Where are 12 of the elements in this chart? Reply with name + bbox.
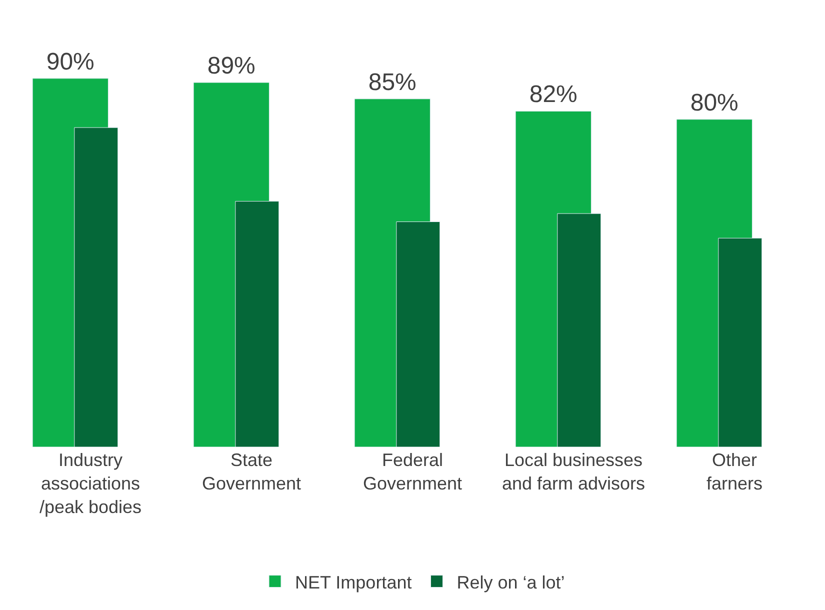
data-label: 85% [368, 68, 416, 96]
legend-label: Rely on ‘a lot’ [456, 572, 565, 592]
data-label: 82% [529, 81, 578, 108]
x-tick-label: Local businesses and farm advisors [502, 450, 646, 494]
data-label: 80% [690, 89, 738, 116]
x-tick-label: Industry associations /peak bodies [39, 450, 142, 517]
x-tick-label: Other farners [706, 450, 763, 494]
legend-label: NET Important [295, 572, 412, 592]
x-tick-label: State Government [202, 450, 302, 494]
data-label: 89% [207, 52, 256, 80]
data-label: 90% [46, 48, 94, 76]
x-tick-label: Federal Government [362, 450, 462, 494]
